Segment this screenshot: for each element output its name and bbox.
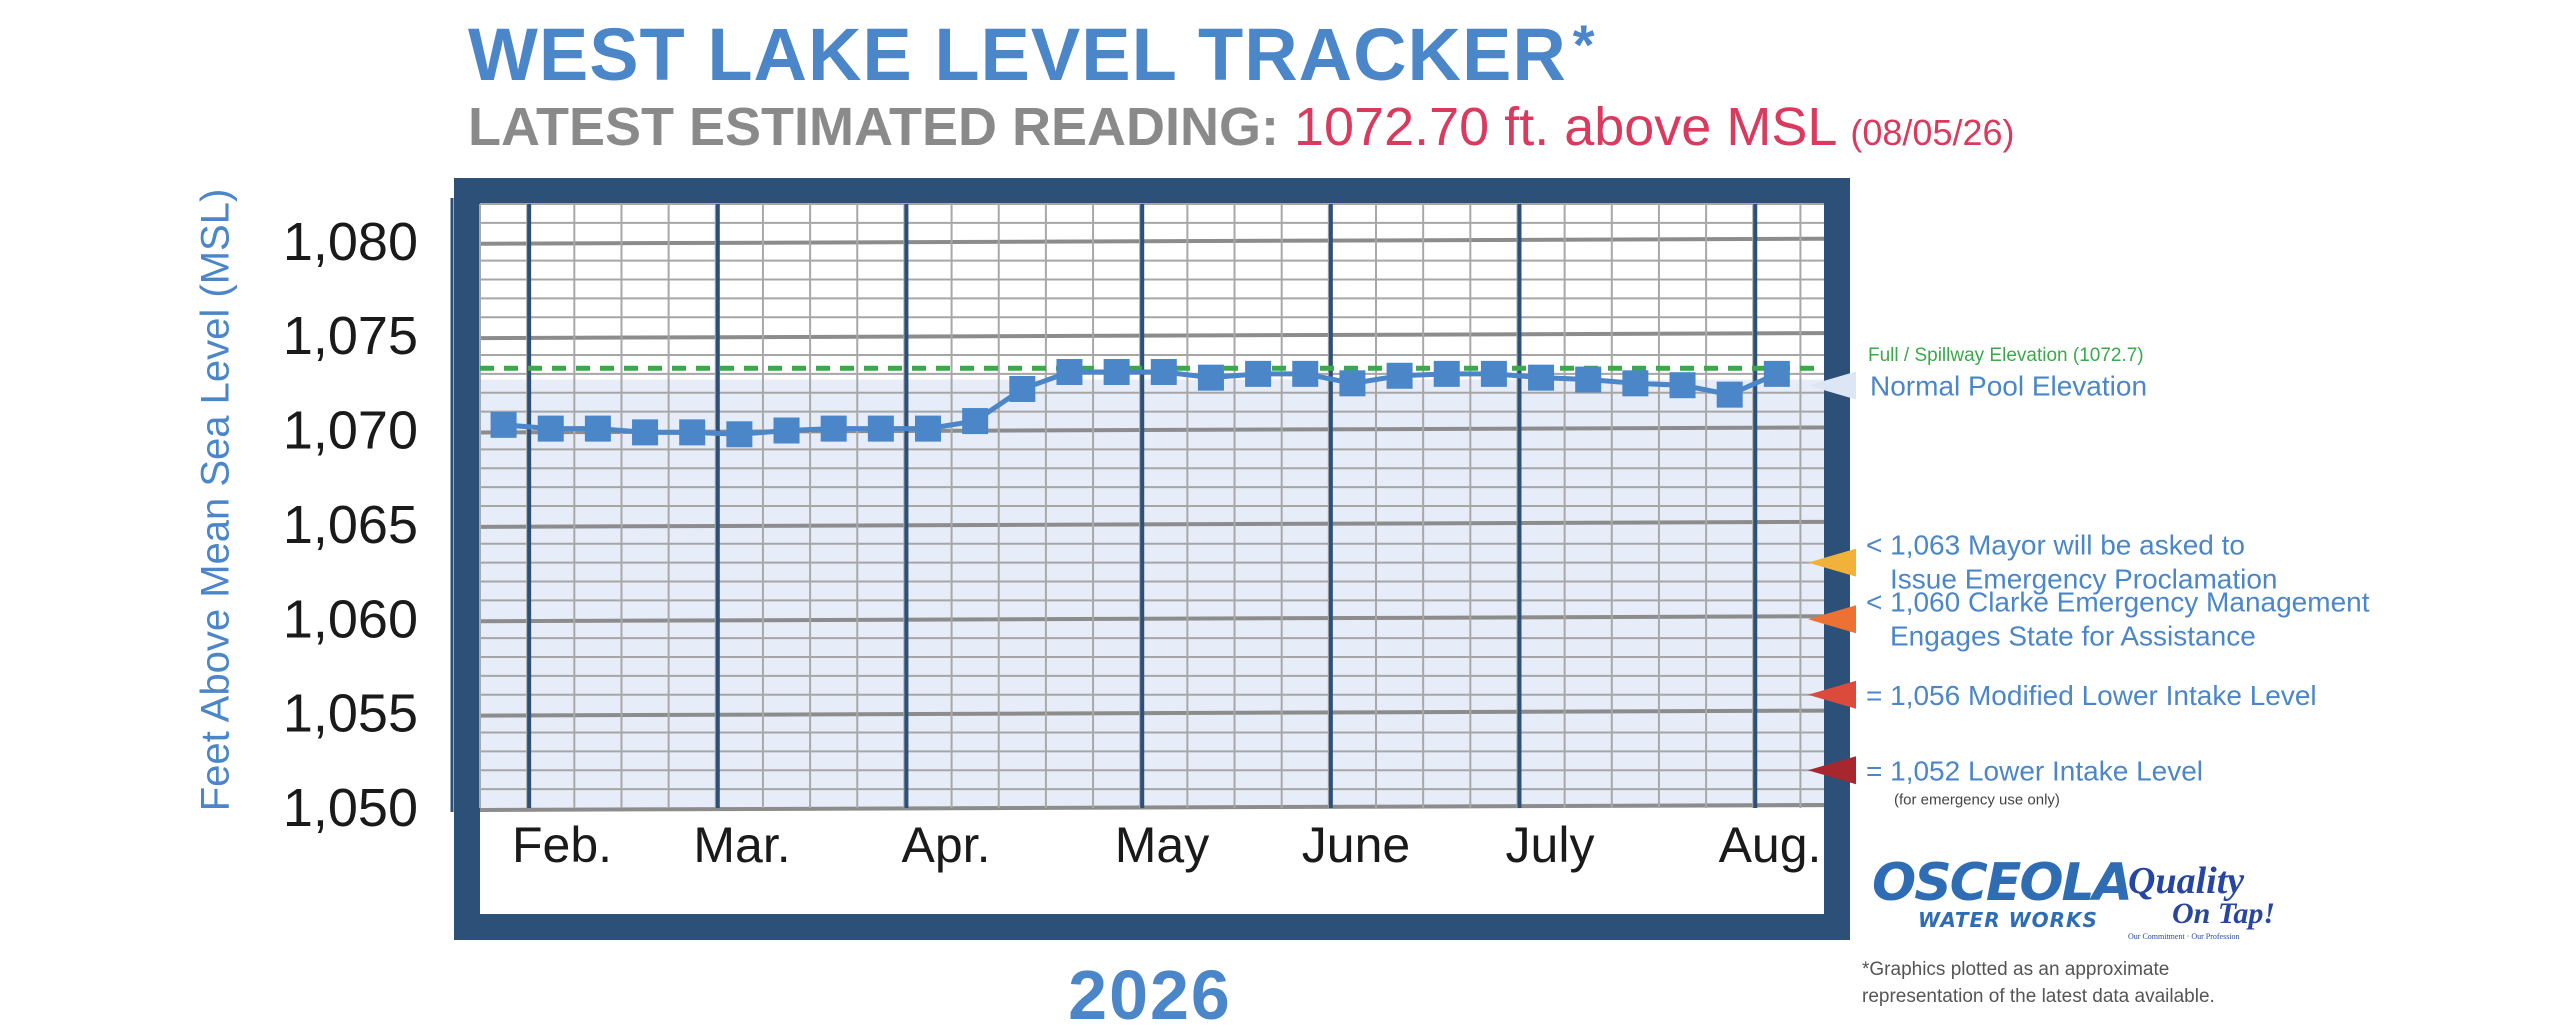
logo-osceola-text: OSCEOLA: [1872, 853, 2133, 913]
footnote-line-1: *Graphics plotted as an approximate: [1862, 959, 2170, 980]
data-point: [679, 419, 706, 446]
threshold-marker-icon: [1808, 371, 1856, 400]
data-point: [1056, 358, 1083, 385]
title-text: WEST LAKE LEVEL TRACKER: [468, 13, 1567, 96]
data-point: [1292, 360, 1319, 387]
major-gridline: [479, 519, 1825, 529]
major-gridline: [479, 331, 1825, 341]
osceola-water-works-logo: OSCEOLA WATER WORKS: [1872, 853, 2133, 932]
x-month-label: June: [1302, 817, 1410, 873]
data-point: [490, 411, 517, 438]
data-point: [1150, 358, 1177, 385]
major-gridline: [479, 614, 1825, 624]
footnote: *Graphics plotted as an approximate repr…: [1862, 956, 2322, 1010]
x-month-label: July: [1506, 817, 1595, 873]
threshold-label-continued: Engages State for Assistance: [1890, 620, 2256, 651]
latest-reading-label: LATEST ESTIMATED READING:: [468, 97, 1279, 157]
data-point: [773, 417, 800, 444]
threshold-marker-icon: [1808, 680, 1856, 709]
data-point: [915, 415, 941, 442]
latest-reading: LATEST ESTIMATED READING: 1072.70 ft. ab…: [468, 96, 2015, 158]
quality-on-tap-logo: Quality On Tap! Our Commitment · Our Pro…: [2128, 862, 2275, 941]
data-point: [1386, 362, 1413, 389]
y-tick-label: 1,070: [283, 401, 418, 461]
data-point: [726, 421, 753, 448]
x-month-label: Feb.: [512, 817, 612, 873]
data-point: [1528, 364, 1555, 391]
logo-tagline: Our Commitment · Our Profession: [2128, 932, 2240, 941]
data-point: [584, 415, 611, 442]
threshold-sublabel: (for emergency use only): [1894, 791, 2060, 808]
data-point: [1575, 366, 1602, 393]
logo-quality-text: Quality: [2128, 860, 2245, 902]
data-point: [537, 415, 564, 442]
title-asterisk: *: [1572, 13, 1596, 76]
major-gridline: [479, 708, 1825, 718]
threshold-label: = 1,052 Lower Intake Level: [1866, 755, 2203, 786]
y-tick-label: 1,050: [283, 778, 418, 838]
x-axis-year-label: 2026: [1068, 956, 1232, 1034]
latest-reading-value: 1072.70 ft. above MSL: [1294, 97, 1836, 157]
data-point: [867, 415, 894, 442]
latest-reading-date: (08/05/26): [1850, 112, 2015, 153]
data-point: [1622, 370, 1649, 397]
threshold-label: < 1,063 Mayor will be asked to: [1866, 530, 2245, 561]
normal-pool-area: [480, 379, 1824, 808]
x-month-label: Mar.: [693, 817, 790, 873]
data-point: [1480, 360, 1507, 387]
data-point: [1245, 360, 1272, 387]
y-tick-label: 1,075: [283, 306, 418, 366]
threshold-label: < 1,060 Clarke Emergency Management: [1866, 586, 2370, 617]
threshold-marker-icon: [1808, 548, 1856, 577]
data-point: [1197, 364, 1224, 391]
data-point: [1009, 375, 1036, 402]
data-point: [1669, 372, 1696, 399]
threshold-label-continued: Issue Emergency Proclamation: [1890, 564, 2278, 595]
y-tick-label: 1,065: [283, 495, 418, 555]
data-point: [1433, 360, 1460, 387]
y-tick-label: 1,055: [283, 684, 418, 744]
data-point: [1763, 360, 1790, 387]
major-gridline: [479, 236, 1825, 246]
data-point: [1103, 358, 1130, 385]
major-gridline: [479, 803, 1825, 812]
data-point: [1339, 370, 1366, 397]
logo-on-tap-text: On Tap!: [2172, 897, 2276, 930]
y-tick-label: 1,060: [283, 589, 418, 649]
data-point: [632, 419, 659, 446]
data-point: [962, 408, 989, 435]
threshold-marker-icon: [1808, 756, 1856, 785]
data-point: [1716, 381, 1743, 408]
y-tick-label: 1,080: [283, 212, 418, 272]
logo-water-works-text: WATER WORKS: [1918, 908, 2098, 932]
threshold-label: Normal Pool Elevation: [1870, 371, 2147, 402]
threshold-marker-icon: [1808, 605, 1856, 634]
footnote-line-2: representation of the latest data availa…: [1862, 986, 2215, 1007]
x-month-label: Aug.: [1719, 817, 1822, 873]
threshold-label: = 1,056 Modified Lower Intake Level: [1866, 680, 2317, 711]
spillway-label: Full / Spillway Elevation (1072.7): [1868, 345, 2144, 366]
x-month-label: May: [1115, 817, 1209, 873]
page-title: WEST LAKE LEVEL TRACKER *: [468, 12, 1596, 97]
x-month-label: Apr.: [902, 817, 991, 873]
series-line: [503, 369, 1778, 437]
data-point: [820, 415, 847, 442]
